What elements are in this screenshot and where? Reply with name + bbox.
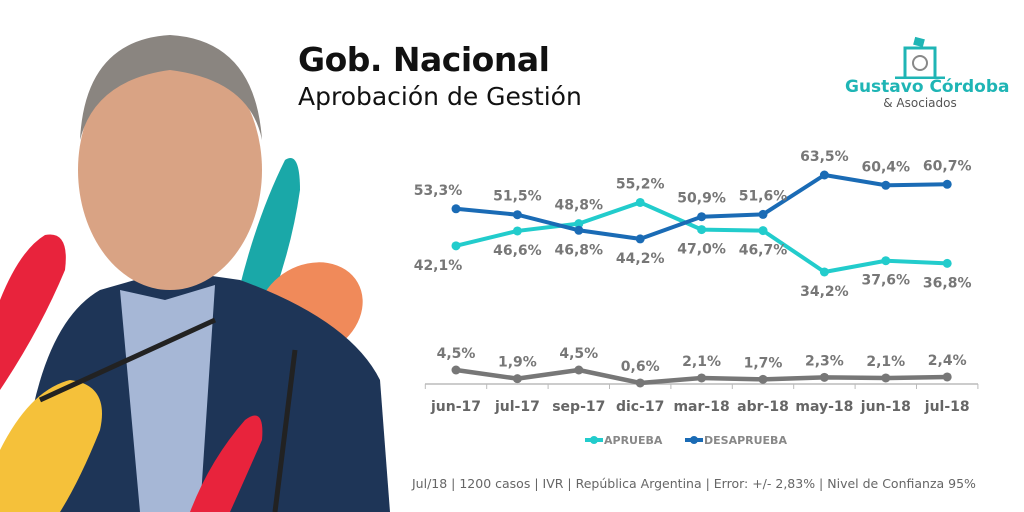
page-subtitle: Aprobación de Gestión	[298, 82, 582, 111]
data-point	[635, 378, 645, 388]
x-tick-label: jul-17	[494, 399, 540, 415]
data-label: 36,8%	[923, 275, 972, 291]
data-label: 1,9%	[498, 355, 537, 371]
data-point	[635, 197, 645, 207]
legend-label: APRUEBA	[604, 434, 663, 447]
x-tick-label: mar-18	[673, 399, 729, 415]
data-point	[819, 267, 829, 277]
data-point	[758, 226, 768, 236]
data-point	[758, 209, 768, 219]
data-label: 51,5%	[493, 189, 542, 205]
decor-shape-red	[0, 234, 66, 390]
data-label: 60,4%	[862, 159, 911, 175]
data-point	[635, 234, 645, 244]
data-label: 44,2%	[616, 251, 665, 267]
data-point	[697, 373, 707, 383]
data-point	[881, 256, 891, 266]
data-point	[819, 170, 829, 180]
legend-marker	[590, 436, 598, 444]
decor-shape-yellow	[0, 380, 102, 512]
data-point	[512, 210, 522, 220]
data-label: 42,1%	[414, 258, 463, 274]
data-point	[881, 180, 891, 190]
data-label: 4,5%	[437, 346, 476, 362]
data-point	[881, 373, 891, 383]
data-label: 46,8%	[555, 242, 604, 258]
data-point	[697, 212, 707, 222]
data-label: 1,7%	[744, 355, 783, 371]
data-label: 51,6%	[739, 188, 788, 204]
data-label: 4,5%	[559, 346, 598, 362]
logo-brand: Gustavo Córdoba	[845, 77, 1010, 97]
data-point	[451, 241, 461, 251]
data-label: 50,9%	[677, 191, 726, 207]
data-label: 46,6%	[493, 243, 542, 259]
data-label: 47,0%	[677, 242, 726, 258]
data-point	[697, 225, 707, 235]
x-tick-label: dic-17	[616, 399, 664, 415]
data-label: 2,1%	[682, 354, 721, 370]
data-label: 34,2%	[800, 284, 849, 300]
logo-sub: & Asociados	[883, 96, 957, 110]
data-point	[942, 258, 952, 268]
legend-label: DESAPRUEBA	[704, 434, 787, 447]
data-label: 60,7%	[923, 158, 972, 174]
shirt	[120, 285, 215, 512]
x-tick-label: jun-17	[430, 399, 481, 415]
microphone	[272, 349, 298, 512]
legend-marker	[690, 436, 698, 444]
page-title: Gob. Nacional	[298, 40, 550, 79]
decor-shape-red-2	[190, 415, 263, 512]
data-point	[451, 204, 461, 214]
data-label: 46,7%	[739, 243, 788, 259]
data-label: 53,3%	[414, 183, 463, 199]
ballot-box-icon	[895, 36, 945, 79]
microphone	[38, 317, 217, 403]
x-tick-label: jun-18	[860, 399, 911, 415]
data-label: 48,8%	[555, 198, 604, 214]
data-point	[942, 372, 952, 382]
data-point	[574, 219, 584, 229]
data-point	[512, 374, 522, 384]
portrait-photo	[0, 35, 390, 512]
x-tick-label: abr-18	[737, 399, 789, 415]
data-label: 2,1%	[866, 354, 905, 370]
data-point	[574, 225, 584, 235]
data-label: 55,2%	[616, 176, 665, 192]
data-point	[574, 365, 584, 375]
hair	[80, 35, 262, 140]
logo: Gustavo Córdoba & Asociados	[845, 34, 1010, 114]
face	[78, 50, 262, 290]
data-point	[512, 226, 522, 236]
data-label: 0,6%	[621, 359, 660, 375]
data-point	[451, 365, 461, 375]
x-tick-label: jul-18	[924, 399, 970, 415]
x-tick-label: may-18	[795, 399, 853, 415]
data-point	[758, 374, 768, 384]
data-label: 37,6%	[862, 273, 911, 289]
data-label: 2,3%	[805, 353, 844, 369]
data-point	[819, 372, 829, 382]
footer-note: Jul/18 | 1200 casos | IVR | República Ar…	[412, 476, 976, 491]
data-point	[942, 179, 952, 189]
data-label: 63,5%	[800, 149, 849, 165]
x-tick-label: sep-17	[552, 399, 605, 415]
data-label: 2,4%	[928, 353, 967, 369]
